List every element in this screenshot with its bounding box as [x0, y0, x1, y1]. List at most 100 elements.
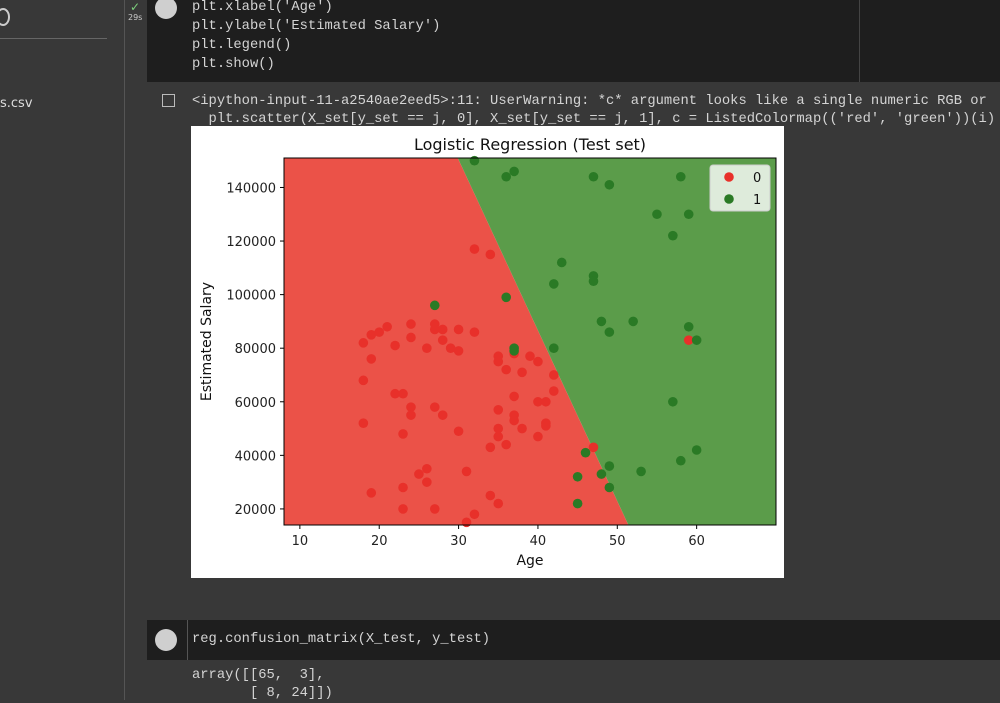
- point: [596, 316, 607, 327]
- x-tick-label: 10: [292, 534, 309, 549]
- point: [374, 327, 385, 337]
- output-icon[interactable]: [162, 94, 175, 107]
- point: [461, 517, 472, 528]
- point: [422, 343, 432, 353]
- point: [549, 343, 559, 353]
- point: [572, 471, 583, 482]
- file-label[interactable]: s.csv: [0, 96, 33, 111]
- point: [422, 477, 432, 487]
- point: [588, 442, 599, 453]
- point: [429, 300, 440, 311]
- point: [406, 319, 416, 329]
- point: [493, 498, 504, 509]
- point: [469, 155, 480, 166]
- point: [437, 324, 448, 335]
- point: [437, 410, 448, 420]
- point: [398, 482, 408, 493]
- point: [485, 442, 496, 453]
- point: [406, 410, 416, 420]
- point: [675, 455, 686, 466]
- point: [533, 431, 543, 442]
- point: [501, 364, 511, 375]
- point: [501, 171, 511, 182]
- chart-title: Logistic Regression (Test set): [414, 135, 646, 154]
- code-cell[interactable]: reg.confusion_matrix(X_test, y_test): [147, 620, 1000, 660]
- point: [437, 335, 448, 345]
- point: [366, 330, 377, 340]
- point: [691, 445, 702, 455]
- point: [453, 346, 464, 356]
- x-tick-label: 40: [530, 534, 547, 549]
- y-tick-label: 80000: [235, 342, 276, 357]
- point: [469, 244, 480, 254]
- point: [398, 388, 408, 399]
- point: [636, 466, 646, 477]
- point: [398, 504, 408, 514]
- y-axis-label: Estimated Salary: [199, 282, 215, 401]
- point: [406, 332, 416, 343]
- x-tick-label: 50: [609, 534, 626, 549]
- point: [628, 316, 638, 327]
- point: [445, 343, 456, 353]
- exec-time: 29s: [128, 13, 143, 22]
- point: [485, 490, 496, 501]
- check-icon: ✓: [130, 0, 141, 14]
- y-tick-label: 120000: [226, 235, 276, 250]
- point: [453, 426, 464, 437]
- point: [596, 469, 607, 479]
- point: [668, 230, 678, 241]
- point: [501, 292, 511, 303]
- plot-frame: [283, 157, 777, 526]
- y-tick-label: 20000: [235, 503, 276, 518]
- point: [572, 498, 583, 509]
- point: [429, 504, 440, 514]
- point: [366, 354, 377, 364]
- point: [604, 482, 615, 493]
- legend-marker: [724, 172, 734, 182]
- point: [525, 351, 535, 362]
- y-tick-label: 40000: [235, 449, 276, 464]
- y-tick-label: 60000: [235, 396, 276, 411]
- point: [469, 509, 480, 520]
- warning-line: <ipython-input-11-a2540ae2eed5>:11: User…: [192, 94, 987, 109]
- point: [493, 405, 504, 415]
- point: [588, 171, 599, 182]
- point: [549, 279, 559, 289]
- point: [358, 375, 369, 386]
- legend-label: 1: [753, 193, 761, 208]
- point: [549, 386, 559, 396]
- point: [675, 171, 686, 182]
- code-line: plt.legend(): [192, 38, 292, 53]
- point: [541, 421, 551, 431]
- point: [493, 423, 504, 434]
- point: [429, 324, 440, 335]
- code-cell[interactable]: plt.xlabel('Age') plt.ylabel('Estimated …: [147, 0, 1000, 82]
- point: [683, 335, 694, 345]
- code-line: plt.xlabel('Age'): [192, 0, 333, 15]
- point: [668, 396, 678, 407]
- point: [509, 391, 519, 402]
- x-tick-label: 60: [688, 534, 705, 549]
- point: [604, 179, 615, 190]
- point: [604, 461, 615, 471]
- run-button[interactable]: [155, 0, 177, 19]
- point: [509, 343, 519, 353]
- point: [358, 338, 369, 348]
- legend-label: 0: [753, 171, 761, 186]
- divider: [859, 0, 860, 82]
- editor[interactable]: [187, 620, 1000, 660]
- point: [390, 340, 400, 351]
- point: [604, 327, 615, 337]
- run-button[interactable]: [155, 629, 177, 651]
- sidebar: s.csv: [0, 0, 125, 700]
- point: [509, 415, 519, 426]
- point: [517, 367, 527, 378]
- warning-line: plt.scatter(X_set[y_set == j, 0], X_set[…: [192, 112, 996, 127]
- divider: [0, 38, 107, 39]
- point: [541, 396, 551, 407]
- point: [580, 447, 591, 458]
- point: [533, 356, 543, 367]
- point: [691, 335, 702, 345]
- point: [469, 327, 480, 337]
